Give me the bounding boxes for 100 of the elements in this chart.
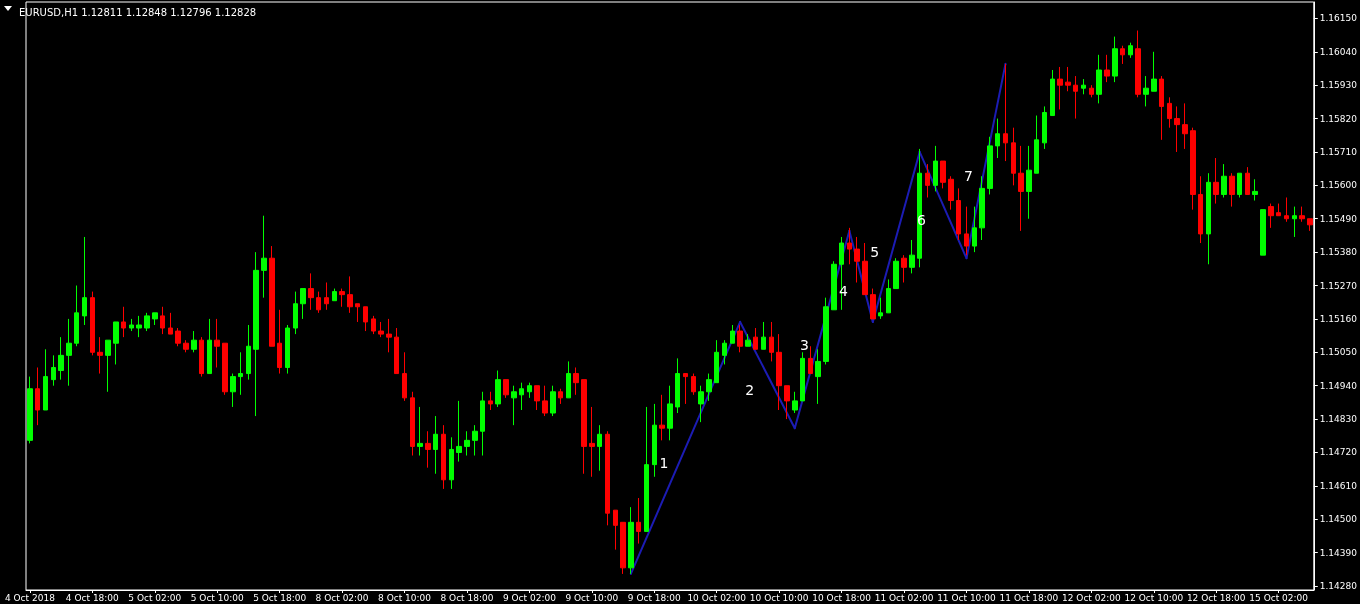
candlestick — [199, 336, 204, 378]
candlestick — [464, 430, 470, 457]
y-tick-label: 1.14500 — [1319, 514, 1358, 525]
candlestick — [933, 145, 938, 192]
candlestick — [964, 206, 969, 256]
candlestick — [1260, 209, 1266, 256]
annotation: 2 — [745, 382, 755, 399]
candlestick — [441, 424, 446, 490]
candlestick — [1151, 51, 1157, 92]
candlestick — [566, 360, 571, 399]
candlestick — [1268, 203, 1274, 229]
line-series — [629, 62, 1007, 575]
candlestick — [160, 306, 165, 335]
candlestick — [339, 288, 345, 308]
candlestick — [1135, 30, 1141, 98]
annotation: 7 — [963, 168, 973, 185]
candlestick — [1237, 172, 1242, 198]
candlestick — [433, 415, 438, 475]
candlestick — [1050, 69, 1055, 117]
candlestick — [862, 242, 868, 296]
candlestick — [35, 366, 40, 426]
candlestick — [90, 291, 95, 356]
candlestick — [901, 254, 907, 283]
candlestick — [909, 239, 915, 274]
x-tick-label: 4 Oct 2018 — [4, 592, 56, 603]
candlestick — [1081, 78, 1086, 95]
candlestick — [417, 406, 423, 457]
candlestick — [644, 406, 649, 532]
candlestick — [589, 406, 595, 478]
candlestick — [1104, 54, 1110, 83]
candlestick — [1276, 203, 1281, 217]
candlestick — [1190, 127, 1196, 211]
candlestick — [175, 327, 181, 347]
candlestick — [1034, 115, 1039, 174]
annotation: 5 — [870, 243, 880, 260]
candlestick — [519, 382, 524, 411]
candlestick — [745, 333, 751, 347]
candlestick — [347, 275, 353, 314]
candlestick — [363, 306, 368, 332]
candlestick — [1252, 178, 1258, 202]
candlestick — [480, 391, 485, 457]
chart-title: EURUSD,H1 1.12811 1.12848 1.12796 1.12828 — [19, 6, 257, 18]
candlestick — [27, 376, 33, 444]
candlestick — [285, 324, 290, 375]
candlestick — [191, 330, 197, 353]
candlestick — [456, 400, 462, 463]
candlestick — [925, 163, 930, 198]
candlestick — [129, 318, 134, 332]
candlestick — [246, 324, 251, 381]
candlestick — [542, 385, 548, 417]
candlestick — [1143, 75, 1149, 107]
candlestick — [613, 509, 618, 551]
candlestick — [261, 215, 267, 299]
y-tick-label: 1.15380 — [1319, 247, 1358, 258]
candlestick — [675, 357, 680, 414]
candlestick — [230, 373, 236, 408]
candlestick — [1065, 66, 1071, 92]
y-tick-label: 1.15270 — [1319, 280, 1358, 291]
x-tick-label: 5 Oct 02:00 — [128, 592, 182, 603]
candlestick — [472, 424, 478, 457]
candlestick — [1018, 145, 1024, 232]
candlestick — [691, 373, 696, 396]
candlestick — [784, 385, 790, 420]
candlestick — [51, 354, 56, 387]
candlestick — [652, 403, 657, 478]
candlestick — [1112, 36, 1118, 83]
y-tick-label: 1.16150 — [1319, 13, 1358, 24]
candlestick — [987, 136, 993, 195]
candlestick — [121, 306, 126, 338]
candlestick — [581, 379, 587, 475]
candlestick — [1221, 163, 1227, 198]
x-tick-label: 8 Oct 02:00 — [315, 592, 369, 603]
y-tick-label: 1.15160 — [1319, 313, 1358, 324]
candlestick — [753, 327, 758, 350]
candlestick — [527, 382, 532, 399]
candlestick — [854, 236, 860, 283]
candlestick — [683, 373, 688, 405]
candlestick — [893, 257, 899, 290]
candlestick — [886, 278, 891, 314]
candlestick — [511, 385, 517, 426]
candlestick — [1245, 166, 1250, 195]
x-tick-label: 11 Oct 18:00 — [999, 592, 1059, 603]
y-tick-label: 1.15050 — [1319, 347, 1358, 358]
candlestick — [332, 288, 337, 302]
candlestick — [43, 348, 48, 411]
candlestick — [168, 312, 173, 335]
x-tick-label: 12 Oct 02:00 — [1062, 592, 1121, 603]
candlestick — [308, 272, 314, 311]
candlestick — [1206, 172, 1211, 265]
candlestick — [371, 315, 376, 335]
candlestick — [878, 297, 883, 320]
candlestick — [667, 385, 673, 441]
y-tick-label: 1.14390 — [1319, 547, 1358, 558]
candlestick — [714, 339, 719, 384]
candlestick — [1159, 75, 1164, 141]
y-tick-label: 1.16040 — [1319, 46, 1358, 57]
candlestick — [597, 424, 602, 472]
candlestick — [815, 348, 821, 405]
x-tick-label: 11 Oct 10:00 — [937, 592, 997, 603]
candlestick — [1026, 145, 1032, 220]
